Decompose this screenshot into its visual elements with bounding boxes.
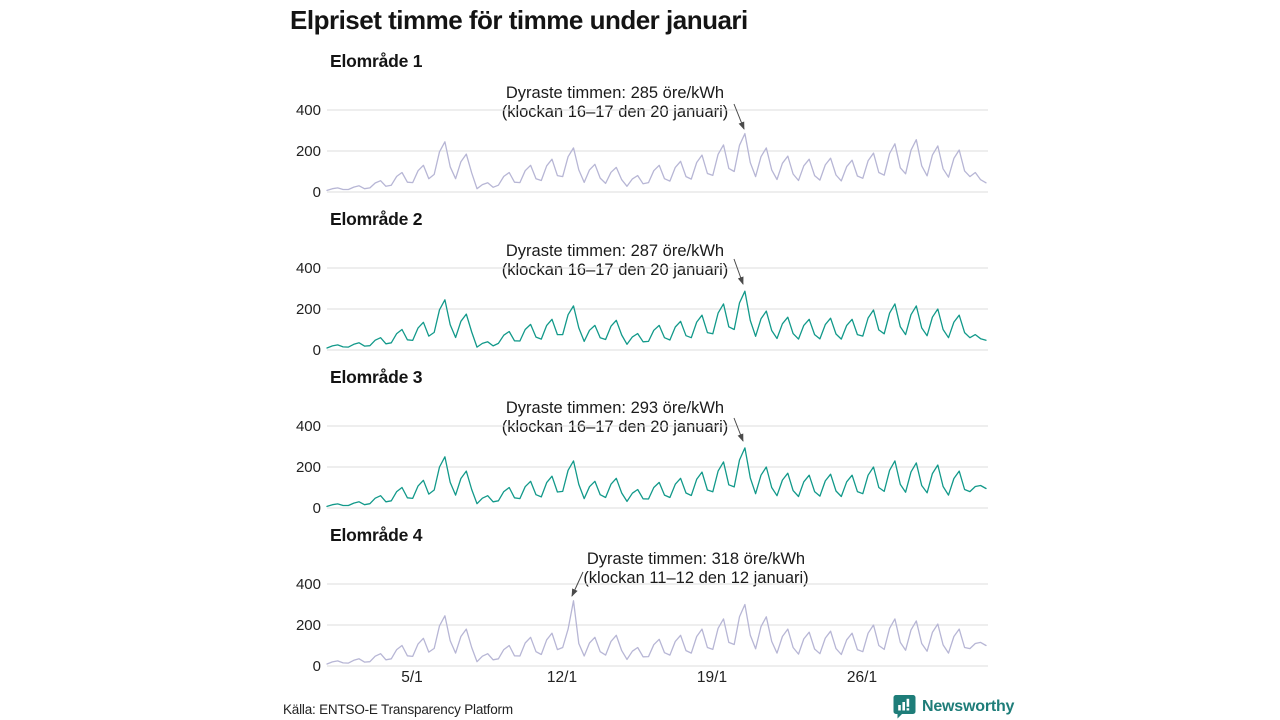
ytick-0: 0 bbox=[313, 342, 321, 359]
price-line bbox=[326, 290, 987, 349]
xtick-19-1: 19/1 bbox=[696, 669, 728, 686]
page-title: Elpriset timme för timme under januari bbox=[290, 5, 748, 35]
source-credit: Källa: ENTSO-E Transparency Platform bbox=[283, 702, 513, 717]
annotation-arrow-icon bbox=[733, 103, 745, 130]
chart-2-plot: 400 200 0 bbox=[296, 258, 988, 359]
ytick-400: 400 bbox=[296, 576, 321, 593]
chart-4-label: Elområde 4 bbox=[330, 525, 423, 545]
xtick-12-1: 12/1 bbox=[546, 669, 578, 686]
annotation-arrow-icon bbox=[571, 571, 584, 597]
ytick-0: 0 bbox=[313, 500, 321, 517]
ytick-200: 200 bbox=[296, 617, 321, 634]
price-line bbox=[326, 600, 987, 665]
annotation-arrow-icon bbox=[733, 258, 744, 285]
ytick-200: 200 bbox=[296, 301, 321, 318]
chart-4-plot: 400 200 0 bbox=[296, 571, 988, 675]
ytick-0: 0 bbox=[313, 658, 321, 675]
ytick-0: 0 bbox=[313, 184, 321, 201]
ytick-200: 200 bbox=[296, 459, 321, 476]
ytick-400: 400 bbox=[296, 260, 321, 277]
ytick-200: 200 bbox=[296, 143, 321, 160]
chart-3-label: Elområde 3 bbox=[330, 367, 423, 387]
price-line bbox=[326, 132, 987, 192]
chart-3-plot: 400 200 0 bbox=[296, 417, 988, 517]
xtick-26-1: 26/1 bbox=[846, 669, 878, 686]
ytick-400: 400 bbox=[296, 418, 321, 435]
brand-name: Newsworthy bbox=[922, 697, 1015, 715]
ytick-400: 400 bbox=[296, 102, 321, 119]
price-line bbox=[326, 447, 987, 508]
chart-1-label: Elområde 1 bbox=[330, 51, 423, 71]
xtick-5-1: 5/1 bbox=[401, 669, 423, 686]
chart-1-plot: 400 200 0 bbox=[296, 102, 988, 201]
chart-2-label: Elområde 2 bbox=[330, 209, 423, 229]
annotation-arrow-icon bbox=[733, 417, 744, 442]
brand-lockup: Newsworthy bbox=[893, 694, 1014, 719]
newsworthy-logo-icon bbox=[893, 695, 916, 719]
